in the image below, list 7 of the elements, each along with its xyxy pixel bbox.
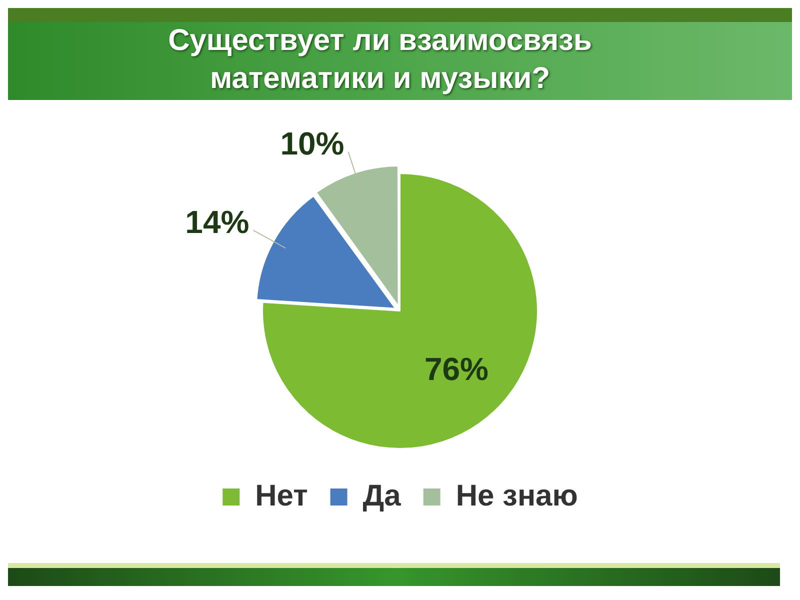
data-label: 76% [424, 350, 488, 387]
data-label: 10% [280, 126, 344, 162]
legend-label: Да [362, 479, 402, 512]
data-label: 14% [185, 204, 250, 240]
legend-label: Не знаю [456, 479, 578, 512]
legend-label: Нет [255, 479, 308, 512]
chart-title: Существует ли взаимосвязь математики и музыки? [167, 23, 593, 97]
